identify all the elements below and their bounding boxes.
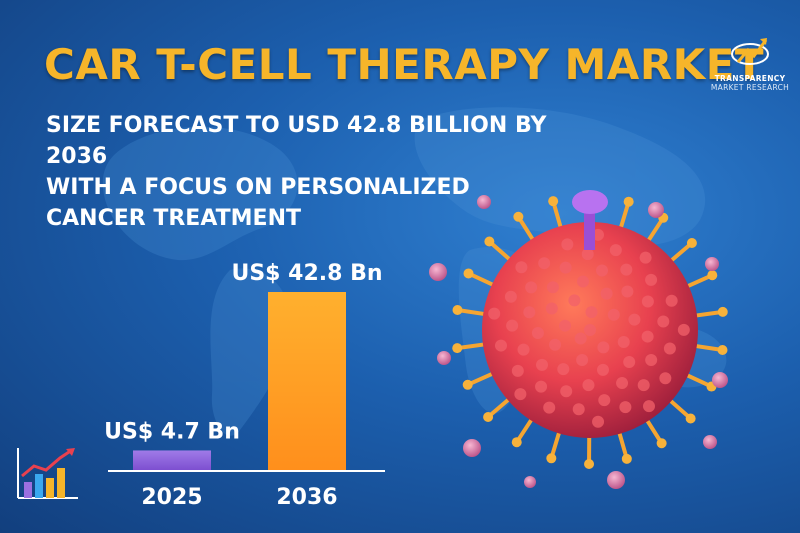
logo-emblem-icon: [731, 38, 769, 65]
page-title: CAR T-CELL THERAPY MARKET: [44, 40, 765, 89]
bar-2036: [268, 292, 346, 470]
logo-line-2: MARKET RESEARCH: [710, 83, 790, 92]
subtitle-line-1: SIZE FORECAST TO USD 42.8 BILLION BY 203…: [46, 113, 547, 169]
subtitle-line-2: WITH A FOCUS ON PERSONALIZED: [46, 175, 470, 200]
category-label-2036: 2036: [276, 485, 337, 510]
logo-line-1: TRANSPARENCY: [714, 74, 786, 83]
company-logo: TRANSPARENCY MARKET RESEARCH: [704, 34, 796, 96]
category-label-2025: 2025: [141, 485, 202, 510]
growth-chart-icon: [17, 448, 78, 499]
subtitle: SIZE FORECAST TO USD 42.8 BILLION BY 203…: [46, 110, 606, 234]
data-label-2025: US$ 4.7 Bn: [104, 419, 240, 444]
data-label-2036: US$ 42.8 Bn: [231, 261, 382, 286]
car-t-cell-illustration: [429, 190, 728, 489]
subtitle-line-3: CANCER TREATMENT: [46, 206, 301, 231]
bar-2025: [133, 450, 211, 470]
